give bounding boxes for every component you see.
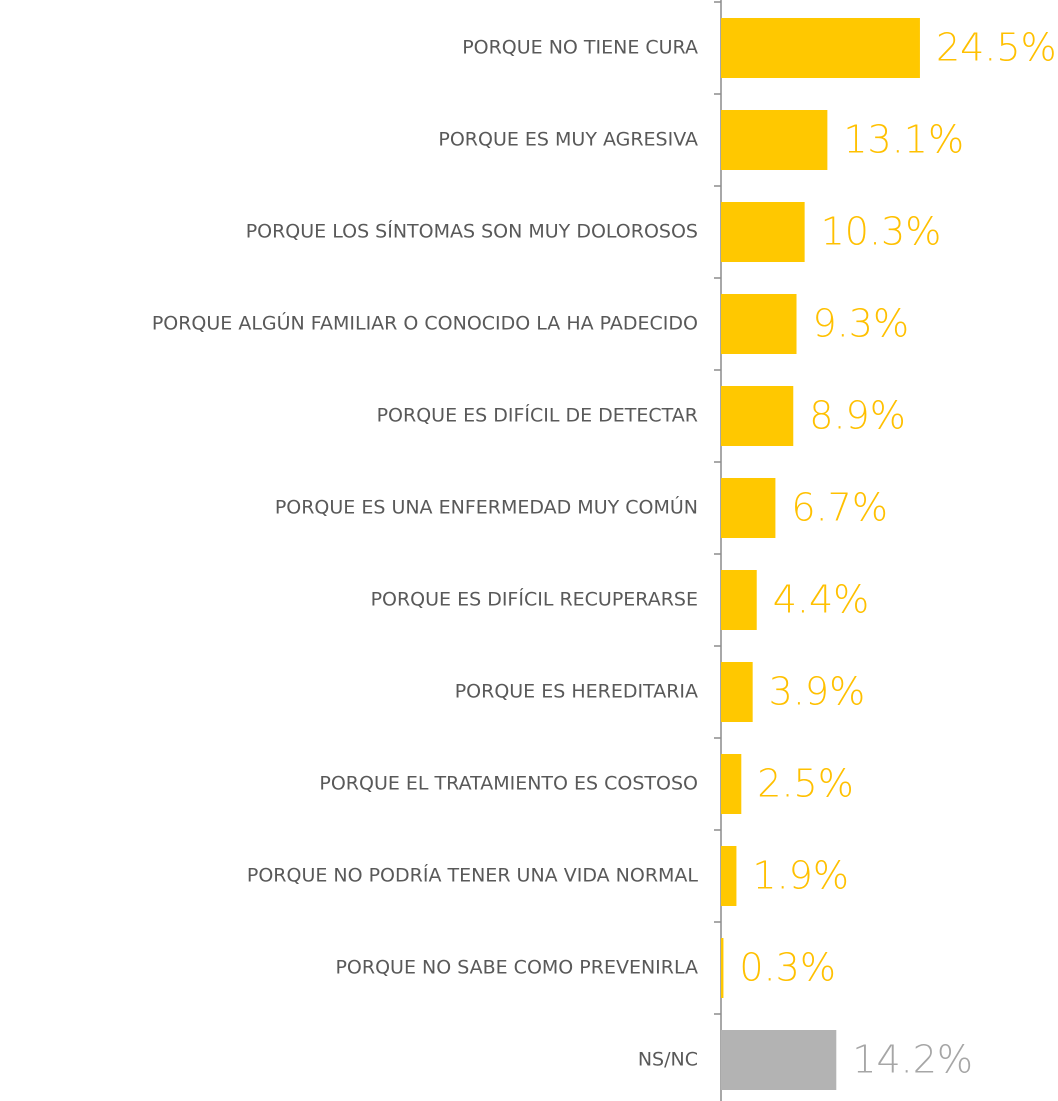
value-label: 1.9% <box>752 854 849 898</box>
value-label: 2.5% <box>757 762 854 806</box>
category-label: PORQUE ES DIFÍCIL RECUPERARSE <box>371 588 698 611</box>
bar <box>721 386 794 446</box>
bar <box>721 938 724 998</box>
value-label: 3.9% <box>769 670 866 714</box>
bar <box>721 754 742 814</box>
category-label: PORQUE EL TRATAMIENTO ES COSTOSO <box>319 773 698 795</box>
bar <box>721 846 737 906</box>
category-label: PORQUE ES MUY AGRESIVA <box>438 129 698 151</box>
category-label: PORQUE ES UNA ENFERMEDAD MUY COMÚN <box>275 495 698 519</box>
category-label: PORQUE NO TIENE CURA <box>462 37 698 59</box>
category-label: NS/NC <box>638 1049 698 1071</box>
value-label: 13.1% <box>843 118 964 162</box>
category-label: PORQUE ES DIFÍCIL DE DETECTAR <box>377 404 698 427</box>
value-label: 4.4% <box>773 578 870 622</box>
category-label: PORQUE NO PODRÍA TENER UNA VIDA NORMAL <box>247 864 699 887</box>
category-label: PORQUE NO SABE COMO PREVENIRLA <box>335 957 698 979</box>
category-label: PORQUE ALGÚN FAMILIAR O CONOCIDO LA HA P… <box>152 311 698 335</box>
bar <box>721 1030 837 1090</box>
value-label: 10.3% <box>821 210 942 254</box>
bar <box>721 478 776 538</box>
bar <box>721 294 797 354</box>
bar <box>721 662 753 722</box>
value-label: 14.2% <box>852 1038 973 1082</box>
value-label: 9.3% <box>813 302 910 346</box>
bar <box>721 570 757 630</box>
value-label: 0.3% <box>739 946 836 990</box>
value-label: 24.5% <box>936 26 1057 70</box>
value-label: 6.7% <box>791 486 888 530</box>
value-label: 8.9% <box>809 394 906 438</box>
category-label: PORQUE LOS SÍNTOMAS SON MUY DOLOROSOS <box>246 220 698 243</box>
category-label: PORQUE ES HEREDITARIA <box>455 681 698 703</box>
bar <box>721 18 920 78</box>
bar <box>721 202 805 262</box>
bar <box>721 110 828 170</box>
